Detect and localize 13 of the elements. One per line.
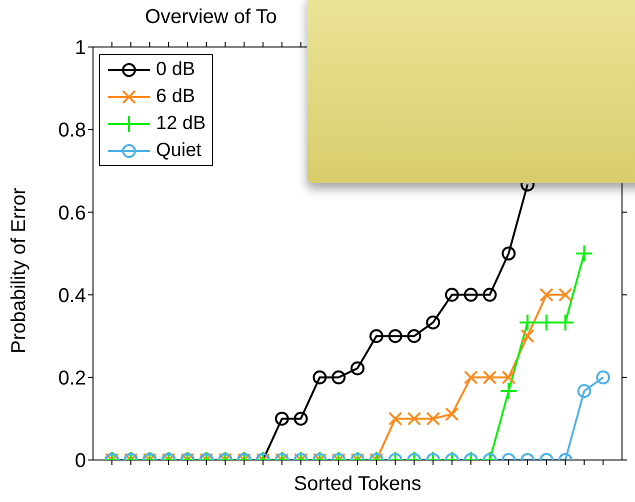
legend-label: 0 dB [156,58,196,80]
y-tick-label: 0.2 [58,368,86,390]
legend-label: 12 dB [156,112,206,134]
y-tick-label: 0.6 [58,202,86,224]
x-axis-title: Sorted Tokens [294,473,422,495]
y-tick-label: 0 [74,450,86,472]
y-tick-label: 0.8 [58,120,86,142]
y-tick-label: 1 [74,37,86,60]
legend-label: Quiet [156,140,202,162]
y-axis-title: Probability of Error [8,188,30,354]
y-tick-label: 0.4 [58,284,86,307]
legend-label: 6 dB [156,86,196,108]
chart-title: Overview of To [145,6,277,29]
